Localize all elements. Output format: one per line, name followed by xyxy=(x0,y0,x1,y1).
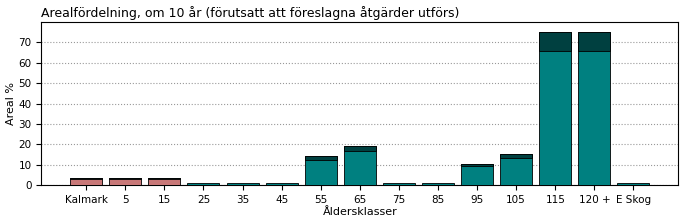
Text: Arealfördelning, om 10 år (förutsatt att föreslagna åtgärder utförs): Arealfördelning, om 10 år (förutsatt att… xyxy=(41,6,460,20)
Y-axis label: Areal %: Areal % xyxy=(5,82,16,125)
Bar xyxy=(618,183,650,185)
Bar xyxy=(70,178,102,179)
Bar xyxy=(579,32,610,185)
Bar xyxy=(579,32,610,51)
Bar xyxy=(148,178,181,185)
Bar xyxy=(383,183,415,185)
Bar xyxy=(148,178,181,179)
Bar xyxy=(422,183,454,185)
Bar xyxy=(461,163,493,166)
X-axis label: Åldersklasser: Åldersklasser xyxy=(322,207,397,217)
Bar xyxy=(539,32,571,185)
Bar xyxy=(500,154,532,185)
Bar xyxy=(344,146,376,151)
Bar xyxy=(304,157,337,185)
Bar xyxy=(539,32,571,51)
Bar xyxy=(500,154,532,158)
Bar xyxy=(344,146,376,185)
Bar xyxy=(461,163,493,185)
Bar xyxy=(187,183,220,185)
Bar xyxy=(304,157,337,160)
Bar xyxy=(70,178,102,185)
Bar xyxy=(265,183,298,185)
Bar xyxy=(109,178,142,179)
Bar xyxy=(226,183,259,185)
Bar xyxy=(109,178,142,185)
